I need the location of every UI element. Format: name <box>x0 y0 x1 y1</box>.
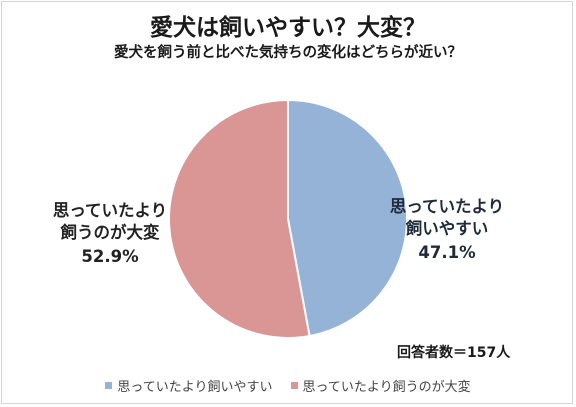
legend-swatch-easy <box>105 382 113 389</box>
respondent-count: 回答者数＝157人 <box>397 345 511 361</box>
slice-label-easy-line2: 飼いやすい <box>405 219 489 238</box>
slice-label-difficult: 思っていたより 飼うのが大変 52.9% <box>40 200 180 268</box>
pie-slice-difficult <box>168 98 311 339</box>
legend-item-easy: 思っていたより飼いやすい <box>105 376 273 395</box>
pie-slice-easy <box>287 98 408 338</box>
chart-title: 愛犬は飼いやすい？大変？ <box>150 15 426 41</box>
legend-item-difficult: 思っていたより飼うのが大変 <box>290 376 471 395</box>
legend-swatch-difficult <box>290 382 298 389</box>
legend-label-difficult: 思っていたより飼うのが大変 <box>302 380 471 395</box>
slice-label-difficult-line1: 思っていたより <box>52 201 168 220</box>
chart-legend: 思っていたより飼いやすい 思っていたより飼うのが大変 <box>0 376 576 395</box>
slice-label-easy: 思っていたより 飼いやすい 47.1% <box>372 196 522 264</box>
chart-subtitle: 愛犬を飼う前と比べた気持ちの変化はどちらが近い？ <box>114 45 462 61</box>
slice-label-easy-line1: 思っていたより <box>389 197 505 216</box>
slice-value-easy: 47.1% <box>418 243 476 262</box>
slice-label-difficult-line2: 飼うのが大変 <box>60 223 160 242</box>
slice-value-difficult: 52.9% <box>81 247 139 266</box>
legend-label-easy: 思っていたより飼いやすい <box>117 380 273 395</box>
